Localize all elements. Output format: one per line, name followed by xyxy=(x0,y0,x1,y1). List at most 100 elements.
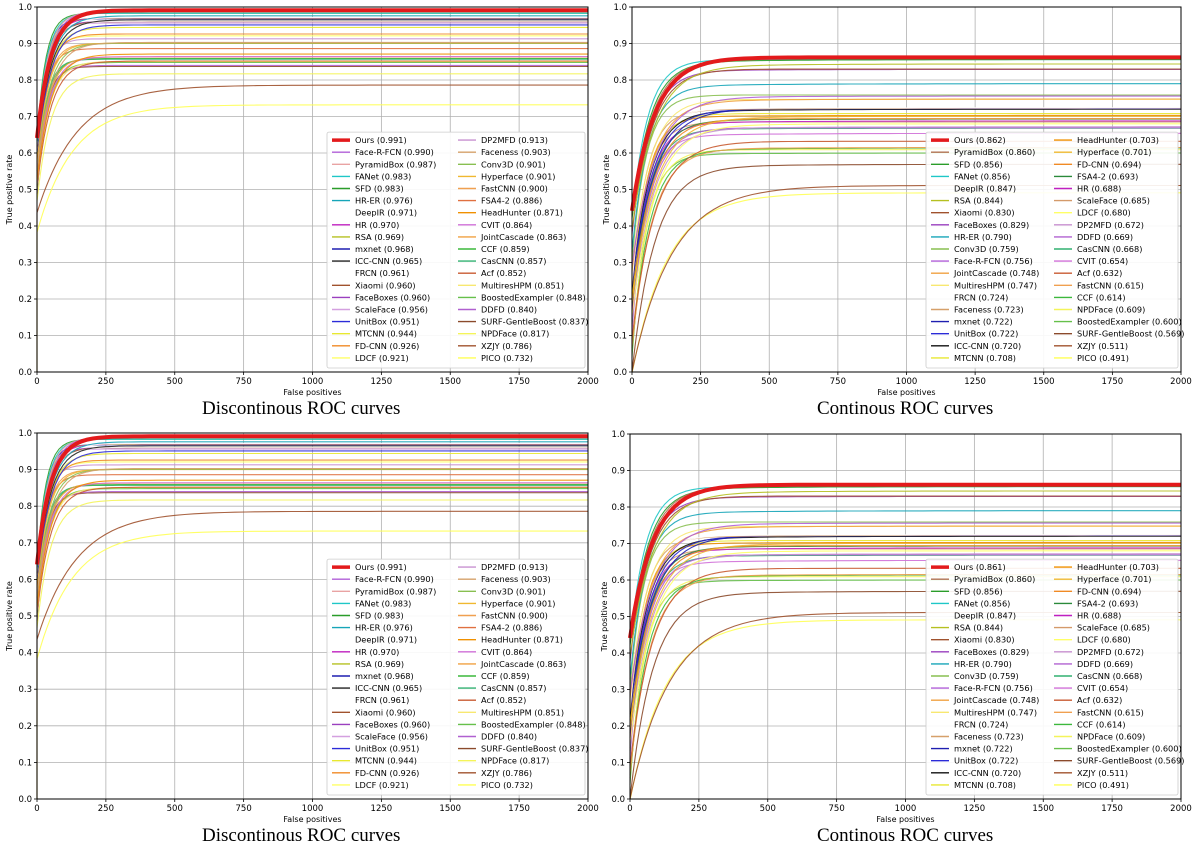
y-tick-label: 0.8 xyxy=(611,503,625,513)
series-line-fd-cnn xyxy=(629,545,1181,730)
y-tick-label: 0.4 xyxy=(18,649,32,659)
legend-label: HeadHunter (0.703) xyxy=(1077,562,1159,572)
legend-label: Acf (0.852) xyxy=(481,695,526,705)
y-tick-label: 0.0 xyxy=(18,368,32,378)
legend-label: SURF-GentleBoost (0.837) xyxy=(481,317,588,327)
x-tick-label: 1500 xyxy=(1033,377,1055,387)
series-curves xyxy=(35,8,588,372)
y-axis-label: True positive rate xyxy=(602,155,611,226)
legend-label: ICC-CNN (0.965) xyxy=(355,683,422,693)
legend-label: DP2MFD (0.672) xyxy=(1077,647,1144,657)
series-line-conv3d xyxy=(629,521,1181,689)
series-line-cvit xyxy=(36,56,588,185)
legend-label: DP2MFD (0.672) xyxy=(1077,220,1144,230)
legend-label: PICO (0.491) xyxy=(1077,353,1129,363)
legend-label: Ours (0.862) xyxy=(954,135,1006,145)
legend-label: FaceBoxes (0.829) xyxy=(954,647,1029,657)
legend-label: LDCF (0.921) xyxy=(355,780,409,790)
legend-label: HR-ER (0.790) xyxy=(954,659,1012,669)
legend: Ours (0.991) Face-R-FCN (0.990) PyramidBox… xyxy=(326,558,588,796)
legend-label: ScaleFace (0.956) xyxy=(355,732,428,742)
series-line-frcn xyxy=(629,534,1182,709)
roc-chart-continuous-bottom: 0 250 500 750 1000 1250 1500 1750 2000 0.0 0.1 0.2 0… xyxy=(600,430,1192,824)
x-tick-label: 250 xyxy=(98,377,114,387)
chart-caption: Discontinous ROC curves xyxy=(202,825,401,846)
y-tick-label: 0.9 xyxy=(18,40,32,50)
chart-panel-disc-b: 0 250 500 750 1000 1250 1500 1750 2000 0.0 0.1 0.2 0… xyxy=(0,425,599,849)
legend-label: CasCNN (0.857) xyxy=(481,683,546,693)
series-line-face-r-fcn xyxy=(631,95,1181,266)
legend-label: RSA (0.844) xyxy=(954,196,1003,206)
legend-label: FSA4-2 (0.886) xyxy=(481,196,542,206)
legend-label: Hyperface (0.901) xyxy=(481,171,555,181)
series-line-fd-cnn xyxy=(36,33,588,162)
legend-label: NPDFace (0.609) xyxy=(1077,732,1145,742)
y-tick-label: 0.8 xyxy=(613,76,627,86)
legend-label: CVIT (0.654) xyxy=(1077,683,1128,693)
tick-labels: 0 250 500 750 1000 1250 1500 1750 2000 0.0 0.1 0.2 0… xyxy=(613,3,1191,387)
y-tick-label: 1.0 xyxy=(18,3,32,13)
y-tick-label: 0.7 xyxy=(18,539,32,549)
legend-box xyxy=(925,131,1179,369)
legend-label: RSA (0.969) xyxy=(355,659,404,669)
chart-caption: Discontinous ROC curves xyxy=(202,398,401,419)
y-tick-label: 0.1 xyxy=(18,758,32,768)
legend-label: FastCNN (0.615) xyxy=(1077,280,1144,290)
legend-label: FRCN (0.961) xyxy=(355,268,409,278)
series-line-headhunter xyxy=(36,479,588,609)
legend-label: Faceness (0.903) xyxy=(481,147,551,157)
legend-label: DeepIR (0.847) xyxy=(954,611,1016,621)
legend-box xyxy=(326,558,586,796)
y-tick-label: 0.9 xyxy=(613,40,627,50)
series-line-icc-cnn xyxy=(36,445,588,574)
legend-label: FRCN (0.961) xyxy=(355,695,409,705)
y-tick-label: 0.7 xyxy=(18,113,32,123)
x-tick-label: 250 xyxy=(98,804,114,814)
legend-label: DDFD (0.840) xyxy=(481,732,537,742)
legend-label: RSA (0.969) xyxy=(355,232,404,242)
x-axis-label: False positives xyxy=(283,815,341,824)
legend-label: ScaleFace (0.685) xyxy=(1077,623,1150,633)
legend-label: PyramidBox (0.860) xyxy=(954,147,1035,157)
tick-labels: 0 250 500 750 1000 1250 1500 1750 2000 0.0 0.1 0.2 0… xyxy=(18,3,598,387)
legend-label: NPDFace (0.609) xyxy=(1077,305,1145,315)
series-line-rsa xyxy=(631,63,1181,228)
legend-label: SFD (0.983) xyxy=(355,611,404,621)
legend-label: LDCF (0.680) xyxy=(1077,208,1131,218)
x-tick-label: 750 xyxy=(236,377,252,387)
legend-label: DeepIR (0.971) xyxy=(355,208,417,218)
series-line-faceness xyxy=(36,467,588,597)
legend-label: CasCNN (0.668) xyxy=(1077,244,1142,254)
legend-label: CVIT (0.654) xyxy=(1077,256,1128,266)
legend-label: NPDFace (0.817) xyxy=(481,756,549,766)
series-line-fanet xyxy=(36,438,588,568)
x-tick-label: 1250 xyxy=(371,377,393,387)
legend-label: FastCNN (0.615) xyxy=(1077,707,1144,717)
legend-label: Hyperface (0.901) xyxy=(481,598,555,608)
series-line-frcn xyxy=(631,107,1182,282)
series-line-xiaomi xyxy=(629,495,1181,659)
legend: Ours (0.991) Face-R-FCN (0.990) PyramidBox… xyxy=(326,131,588,369)
legend-label: FastCNN (0.900) xyxy=(481,611,548,621)
legend-box xyxy=(925,558,1179,796)
legend-label: CCF (0.859) xyxy=(481,244,530,254)
series-line-jointcascade xyxy=(631,98,1181,272)
x-tick-label: 1750 xyxy=(1102,377,1124,387)
chart-caption: Continous ROC curves xyxy=(817,398,994,419)
legend-label: SFD (0.856) xyxy=(954,586,1003,596)
legend-label: DDFD (0.669) xyxy=(1077,232,1133,242)
y-tick-label: 1.0 xyxy=(611,430,625,440)
legend-label: HR (0.970) xyxy=(355,220,399,230)
series-line-conv3d xyxy=(36,468,588,598)
y-tick-label: 0.3 xyxy=(18,685,32,695)
series-line-pico xyxy=(36,104,588,372)
legend-label: Acf (0.852) xyxy=(481,268,526,278)
legend-label: Acf (0.632) xyxy=(1077,268,1122,278)
series-line-jointcascade xyxy=(629,525,1181,699)
series-line-cascnn xyxy=(36,484,588,614)
legend-label: FaceBoxes (0.960) xyxy=(355,719,430,729)
y-tick-label: 0.8 xyxy=(18,502,32,512)
legend-label: FANet (0.856) xyxy=(954,171,1010,181)
legend-label: HR-ER (0.976) xyxy=(355,196,413,206)
legend-label: DP2MFD (0.913) xyxy=(481,562,548,572)
